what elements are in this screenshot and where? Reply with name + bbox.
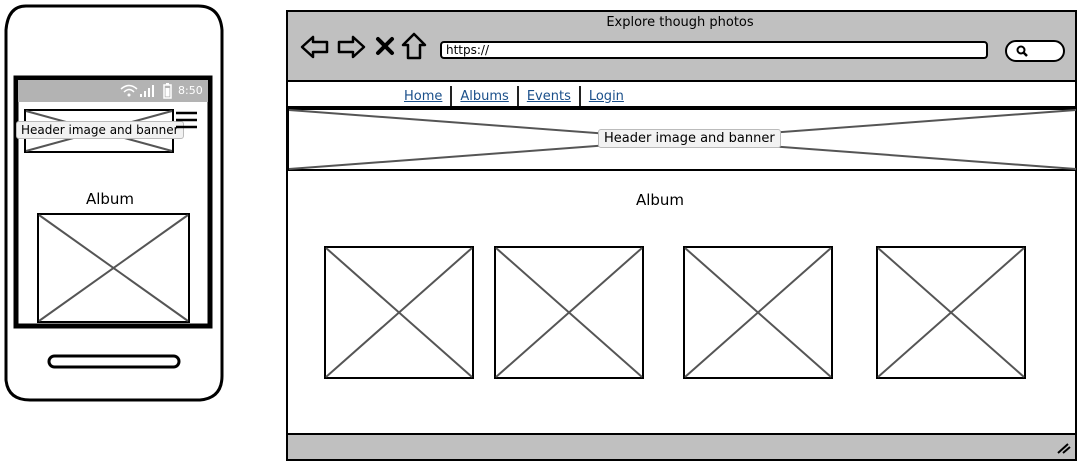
browser-frame [286, 10, 1077, 461]
banner-label-text: Header image and banner [604, 131, 775, 146]
phone-banner-text: Header image and banner [21, 123, 179, 137]
hamburger-menu-icon[interactable] [176, 110, 198, 132]
browser-window [286, 10, 1078, 462]
nav-separator [516, 86, 519, 106]
status-time: 8:50 [178, 84, 203, 97]
window-title: Explore though photos [606, 15, 754, 30]
stop-close-icon[interactable] [375, 36, 395, 56]
album-placeholder[interactable] [494, 246, 644, 379]
phone-mockup [0, 0, 230, 410]
signal-icon [140, 84, 154, 98]
resize-grip-icon[interactable] [1056, 441, 1072, 455]
forward-arrow-icon[interactable] [336, 34, 366, 60]
back-arrow-icon[interactable] [300, 34, 330, 60]
phone-status-bar: 8:50 [18, 80, 208, 102]
album-placeholder[interactable] [324, 246, 474, 379]
banner-label: Header image and banner [598, 129, 781, 148]
album-placeholder[interactable] [683, 246, 833, 379]
nav-menu: Home Albums Events Login [404, 86, 624, 106]
phone-frame [4, 4, 224, 402]
nav-separator [450, 86, 453, 106]
url-input[interactable] [440, 41, 988, 59]
nav-separator [578, 86, 581, 106]
banner-placeholder [287, 108, 1078, 171]
home-icon[interactable] [401, 32, 427, 60]
nav-link-home[interactable]: Home [404, 88, 443, 104]
search-button[interactable] [1004, 39, 1066, 63]
nav-link-albums[interactable]: Albums [460, 88, 509, 104]
album-placeholder[interactable] [876, 246, 1026, 379]
battery-icon [163, 83, 172, 99]
nav-link-login[interactable]: Login [588, 88, 624, 104]
album-heading: Album [635, 191, 685, 209]
wifi-icon [120, 83, 138, 97]
phone-album-placeholder[interactable] [37, 213, 190, 323]
nav-link-events[interactable]: Events [526, 88, 571, 104]
phone-banner-label: Header image and banner [16, 121, 184, 139]
phone-album-label: Album [85, 190, 135, 208]
